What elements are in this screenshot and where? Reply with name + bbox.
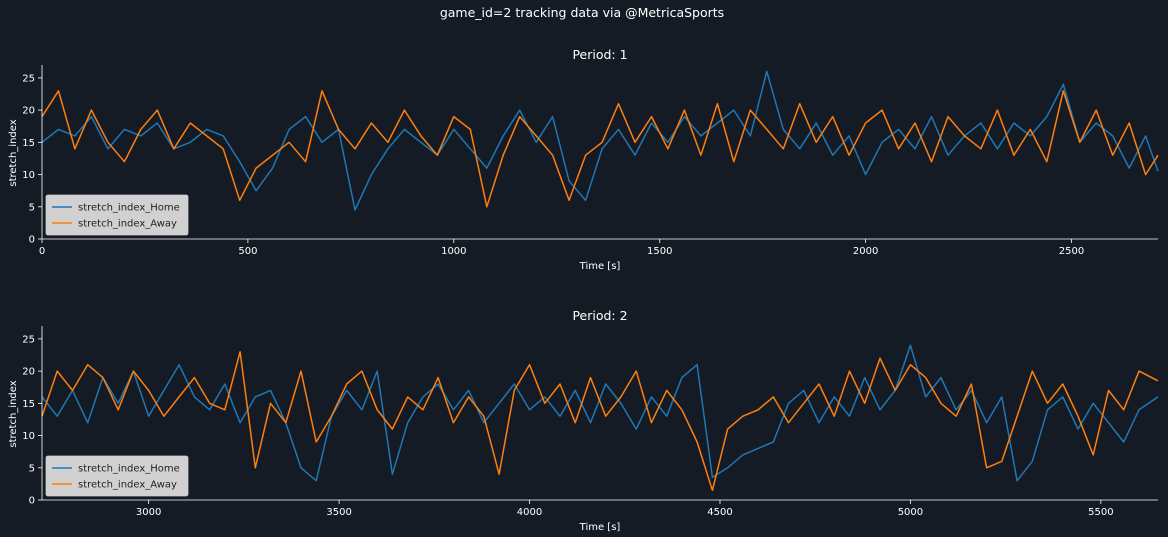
chart-panel-period-1: Period: 1 Time [s] stretch_index 0 5 10 15 2… bbox=[8, 47, 1159, 272]
x-tick-label: 4000 bbox=[517, 507, 542, 518]
series-line-stretch-index-home bbox=[41, 70, 1159, 211]
chart-legend: stretch_index_Home stretch_index_Away bbox=[45, 455, 189, 497]
chart-title: Period: 2 bbox=[572, 308, 627, 323]
x-tick-label: 5500 bbox=[1088, 507, 1113, 518]
legend-label: stretch_index_Away bbox=[78, 480, 177, 491]
chart-legend: stretch_index_Home stretch_index_Away bbox=[45, 194, 189, 236]
x-axis-label: Time [s] bbox=[579, 522, 621, 533]
y-tick-label: 5 bbox=[29, 202, 35, 213]
x-tick-label: 3500 bbox=[326, 507, 351, 518]
x-tick-label: 500 bbox=[238, 246, 257, 257]
y-tick-label: 10 bbox=[22, 431, 35, 442]
y-axis-label: stretch_index bbox=[8, 380, 19, 447]
y-tick-label: 10 bbox=[22, 170, 35, 181]
legend-box bbox=[45, 455, 189, 497]
y-tick-label: 20 bbox=[22, 106, 35, 117]
y-tick-label: 5 bbox=[29, 463, 35, 474]
x-tick-label: 1500 bbox=[647, 246, 672, 257]
legend-label: stretch_index_Away bbox=[78, 219, 177, 230]
series-line-stretch-index-away bbox=[41, 351, 1159, 492]
y-tick-label: 0 bbox=[29, 235, 35, 246]
series-line-stretch-index-home bbox=[41, 344, 1159, 482]
x-tick-label: 2000 bbox=[853, 246, 878, 257]
legend-label: stretch_index_Home bbox=[78, 203, 180, 214]
y-axis-label: stretch_index bbox=[8, 119, 19, 186]
y-tick-label: 25 bbox=[22, 73, 35, 84]
y-tick-label: 15 bbox=[22, 138, 35, 149]
x-tick-label: 5000 bbox=[898, 507, 923, 518]
legend-box bbox=[45, 194, 189, 236]
x-tick-label: 0 bbox=[39, 246, 45, 257]
y-tick-label: 15 bbox=[22, 399, 35, 410]
x-tick-label: 3000 bbox=[136, 507, 161, 518]
x-tick-label: 4500 bbox=[707, 507, 732, 518]
y-tick-label: 20 bbox=[22, 367, 35, 378]
x-tick-label: 2500 bbox=[1059, 246, 1084, 257]
chart-panel-period-2: Period: 2 Time [s] stretch_index 0 5 10 15 2… bbox=[8, 308, 1159, 533]
legend-label: stretch_index_Home bbox=[78, 464, 180, 475]
series-line-stretch-index-away bbox=[41, 90, 1159, 208]
x-axis-label: Time [s] bbox=[579, 261, 621, 272]
y-tick-label: 0 bbox=[29, 496, 35, 507]
y-tick-label: 25 bbox=[22, 334, 35, 345]
figure-suptitle: game_id=2 tracking data via @MetricaSpor… bbox=[440, 5, 724, 20]
chart-title: Period: 1 bbox=[572, 47, 627, 62]
x-tick-label: 1000 bbox=[441, 246, 466, 257]
